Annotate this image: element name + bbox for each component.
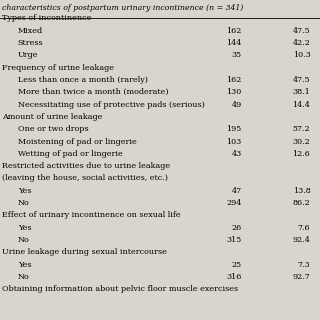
Text: 13.8: 13.8 — [293, 187, 310, 195]
Text: Yes: Yes — [18, 261, 31, 269]
Text: 92.4: 92.4 — [292, 236, 310, 244]
Text: 47.5: 47.5 — [293, 76, 310, 84]
Text: 49: 49 — [231, 100, 242, 108]
Text: Amount of urine leakage: Amount of urine leakage — [2, 113, 102, 121]
Text: 103: 103 — [226, 138, 242, 146]
Text: No: No — [18, 236, 29, 244]
Text: 7.3: 7.3 — [298, 261, 310, 269]
Text: (leaving the house, social activities, etc.): (leaving the house, social activities, e… — [2, 174, 168, 182]
Text: Restricted activities due to urine leakage: Restricted activities due to urine leaka… — [2, 162, 170, 170]
Text: Effect of urinary incontinence on sexual life: Effect of urinary incontinence on sexual… — [2, 212, 180, 220]
Text: 92.7: 92.7 — [293, 273, 310, 281]
Text: 315: 315 — [226, 236, 242, 244]
Text: Yes: Yes — [18, 224, 31, 232]
Text: Moistening of pad or lingerie: Moistening of pad or lingerie — [18, 138, 136, 146]
Text: 10.3: 10.3 — [293, 51, 310, 59]
Text: 7.6: 7.6 — [298, 224, 310, 232]
Text: 144: 144 — [226, 39, 242, 47]
Text: 195: 195 — [226, 125, 242, 133]
Text: 294: 294 — [226, 199, 242, 207]
Text: 12.6: 12.6 — [292, 150, 310, 158]
Text: 57.2: 57.2 — [293, 125, 310, 133]
Text: Mixed: Mixed — [18, 27, 43, 35]
Text: Frequency of urine leakage: Frequency of urine leakage — [2, 64, 114, 72]
Text: 38.1: 38.1 — [293, 88, 310, 96]
Text: 316: 316 — [226, 273, 242, 281]
Text: 86.2: 86.2 — [293, 199, 310, 207]
Text: 14.4: 14.4 — [292, 100, 310, 108]
Text: Wetting of pad or lingerie: Wetting of pad or lingerie — [18, 150, 122, 158]
Text: Urine leakage during sexual intercourse: Urine leakage during sexual intercourse — [2, 248, 166, 256]
Text: 47.5: 47.5 — [293, 27, 310, 35]
Text: No: No — [18, 199, 29, 207]
Text: No: No — [18, 273, 29, 281]
Text: 47: 47 — [231, 187, 242, 195]
Text: characteristics of postpartum urinary incontinence (n = 341): characteristics of postpartum urinary in… — [2, 4, 243, 12]
Text: Types of incontinence: Types of incontinence — [2, 14, 91, 22]
Text: 42.2: 42.2 — [292, 39, 310, 47]
Text: Stress: Stress — [18, 39, 43, 47]
Text: Urge: Urge — [18, 51, 38, 59]
Text: 162: 162 — [226, 76, 242, 84]
Text: One or two drops: One or two drops — [18, 125, 88, 133]
Text: 30.2: 30.2 — [293, 138, 310, 146]
Text: Necessitating use of protective pads (serious): Necessitating use of protective pads (se… — [18, 100, 204, 108]
Text: 25: 25 — [231, 261, 242, 269]
Text: Yes: Yes — [18, 187, 31, 195]
Text: More than twice a month (moderate): More than twice a month (moderate) — [18, 88, 168, 96]
Text: 43: 43 — [231, 150, 242, 158]
Text: 130: 130 — [226, 88, 242, 96]
Text: Less than once a month (rarely): Less than once a month (rarely) — [18, 76, 148, 84]
Text: 26: 26 — [231, 224, 242, 232]
Text: 162: 162 — [226, 27, 242, 35]
Text: 35: 35 — [231, 51, 242, 59]
Text: Obtaining information about pelvic floor muscle exercises: Obtaining information about pelvic floor… — [2, 285, 238, 293]
